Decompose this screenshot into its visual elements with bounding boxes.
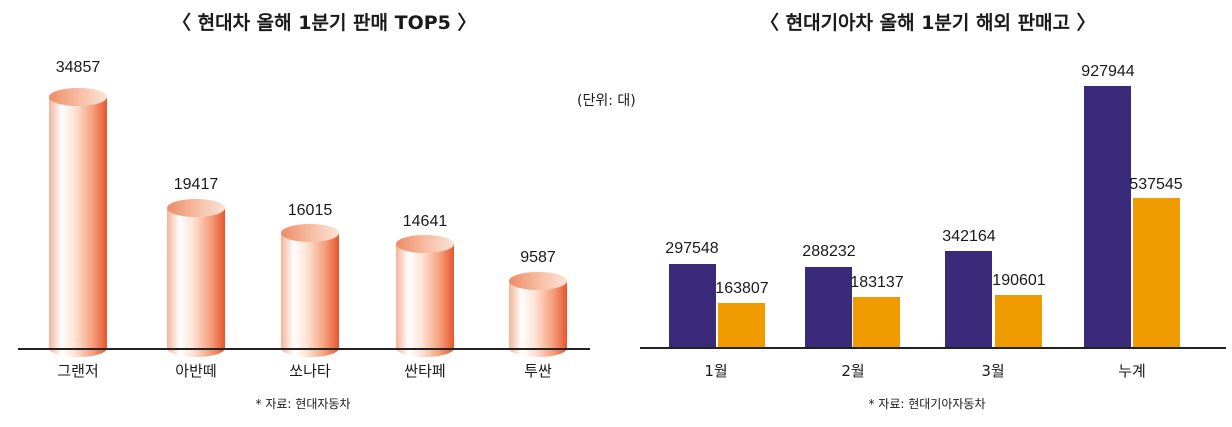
value-label: 14641: [402, 213, 448, 230]
value-label: 297548: [665, 240, 719, 257]
x-axis-line: [18, 348, 590, 350]
category-label: 2월: [841, 362, 865, 380]
source-note: * 자료: 현대자동차: [255, 397, 351, 411]
bar-series2-feb: [853, 297, 900, 348]
category-label: 3월: [981, 362, 1005, 380]
value-label: 927944: [1081, 63, 1135, 80]
x-axis-line: [640, 347, 1226, 349]
source-note: * 자료: 현대기아자동차: [868, 397, 986, 411]
value-label: 183137: [850, 274, 904, 291]
value-label: 288232: [802, 243, 856, 260]
cylinder-bar-4: [396, 235, 454, 357]
value-label: 34857: [55, 59, 101, 76]
category-label: 아반떼: [175, 362, 217, 380]
bar-series2-mar: [995, 295, 1042, 348]
category-label: 투싼: [524, 362, 552, 380]
bar-series2-total: [1133, 198, 1180, 348]
value-label: 19417: [173, 176, 219, 193]
right-chart-title: 〈 현대기아차 올해 1분기 해외 판매고 〉: [760, 12, 1096, 34]
unit-label: (단위: 대): [577, 93, 636, 109]
cylinder-bar-5: [509, 272, 567, 357]
value-label: 16015: [287, 202, 333, 219]
category-label: 누계: [1118, 362, 1146, 380]
category-label: 1월: [704, 362, 728, 380]
bar-series2-jan: [718, 303, 765, 348]
cylinder-bar-1: [49, 88, 107, 357]
value-label: 342164: [942, 228, 996, 245]
category-label: 쏘나타: [289, 362, 331, 380]
category-label: 싼타페: [404, 362, 446, 380]
category-label: 그랜저: [57, 362, 99, 380]
bar-series1-jan: [669, 264, 716, 348]
cylinder-bar-2: [167, 199, 225, 357]
bar-series1-mar: [945, 251, 992, 348]
bar-series1-total: [1084, 86, 1131, 348]
value-label: 163807: [715, 280, 769, 297]
value-label: 537545: [1129, 176, 1183, 193]
bar-series1-feb: [805, 267, 852, 348]
value-label: 190601: [992, 272, 1046, 289]
left-chart-title: 〈 현대차 올해 1분기 판매 TOP5 〉: [172, 12, 477, 34]
cylinder-bar-3: [281, 224, 339, 357]
value-label: 9587: [520, 249, 556, 266]
